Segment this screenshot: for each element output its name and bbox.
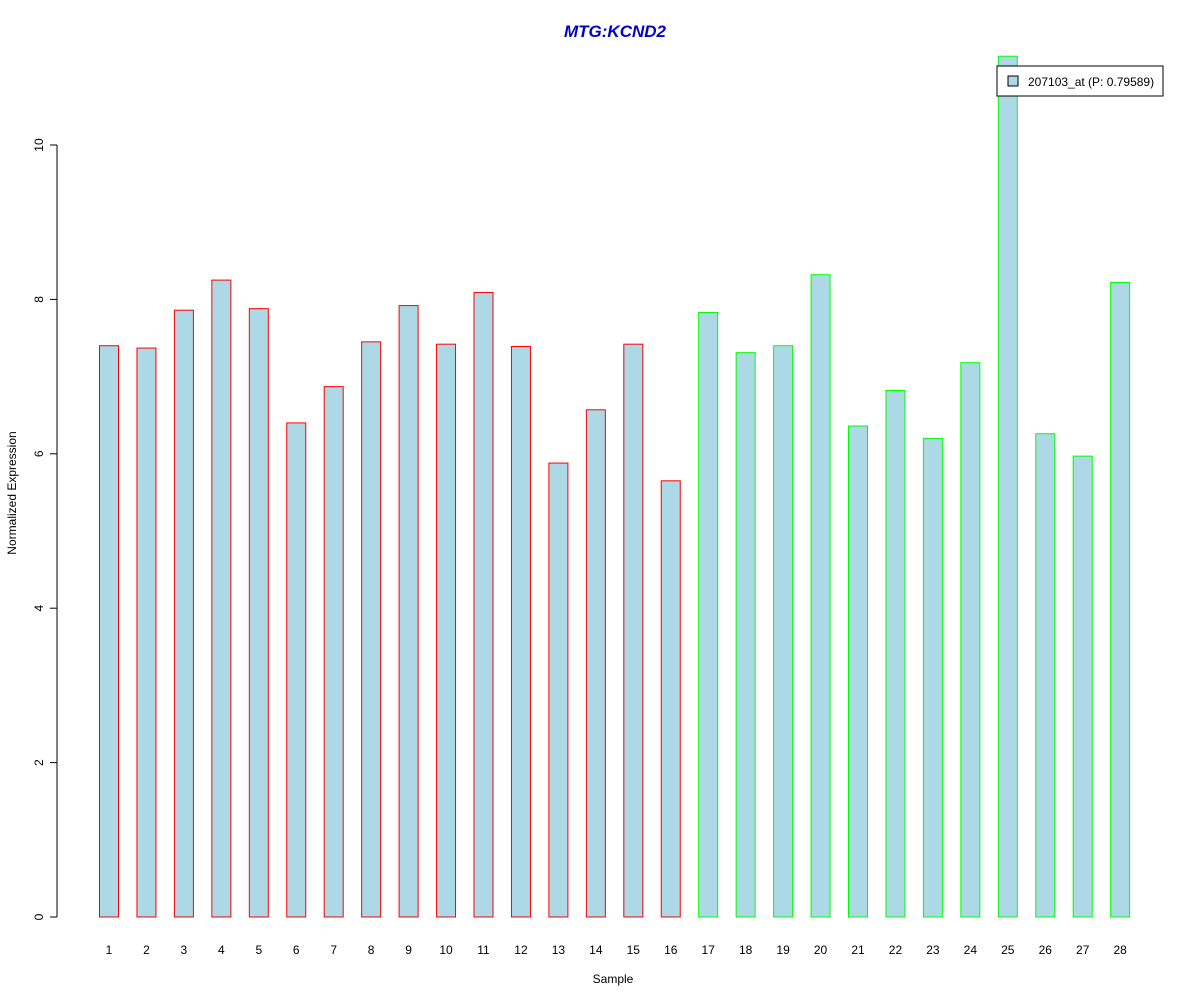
y-axis-label: Normalized Expression: [5, 431, 19, 554]
bar-sample-28: [1110, 281, 1131, 918]
bar-sample-19: [773, 345, 794, 918]
legend-swatch: [1007, 75, 1019, 87]
y-tick-label: 0: [32, 913, 46, 920]
x-tick-label: 10: [439, 943, 453, 957]
y-tick-label: 6: [32, 450, 46, 457]
x-tick-label: 22: [889, 943, 903, 957]
bar-sample-18: [735, 352, 756, 918]
bar-sample-12: [510, 345, 531, 918]
legend-label: 207103_at (P: 0.79589): [1028, 75, 1154, 89]
x-tick-label: 20: [814, 943, 828, 957]
bar-sample-7: [323, 386, 344, 918]
bar-sample-5: [248, 308, 269, 918]
x-tick-label: 6: [293, 943, 300, 957]
x-tick-label: 28: [1113, 943, 1127, 957]
x-tick-label: 27: [1076, 943, 1090, 957]
x-tick-label: 8: [368, 943, 375, 957]
bar-sample-23: [922, 437, 943, 918]
x-tick-label: 24: [964, 943, 978, 957]
bar-sample-13: [548, 462, 569, 918]
y-tick-label: 4: [32, 605, 46, 612]
bar-sample-20: [810, 274, 831, 918]
y-tick-label: 8: [32, 296, 46, 303]
bar-sample-21: [848, 425, 868, 918]
y-tick-label: 2: [32, 759, 46, 766]
bar-sample-2: [136, 347, 157, 918]
legend: 207103_at (P: 0.79589): [996, 65, 1164, 97]
bar-sample-26: [1035, 433, 1056, 918]
bar-sample-17: [698, 312, 719, 918]
x-tick-label: 2: [143, 943, 150, 957]
x-tick-label: 4: [218, 943, 225, 957]
x-tick-label: 23: [926, 943, 940, 957]
x-tick-label: 1: [106, 943, 113, 957]
x-tick-labels: 1 2 3 4 5 6 7 8 9 10 11 12 13 14 15 16 17 18 19 20 21 22 23 24 2…: [106, 943, 1127, 957]
bar-sample-9: [398, 305, 419, 918]
bar-sample-6: [286, 422, 307, 918]
x-tick-label: 26: [1039, 943, 1053, 957]
x-tick-label: 13: [552, 943, 566, 957]
x-tick-label: 17: [702, 943, 716, 957]
x-tick-label: 11: [477, 943, 490, 957]
x-tick-label: 15: [627, 943, 641, 957]
x-tick-label: 18: [739, 943, 753, 957]
bar-sample-24: [960, 362, 981, 918]
x-tick-label: 7: [330, 943, 337, 957]
x-tick-label: 25: [1001, 943, 1015, 957]
bar-sample-3: [173, 309, 194, 918]
x-tick-label: 5: [255, 943, 262, 957]
bar-sample-8: [361, 341, 382, 918]
bar-sample-27: [1072, 455, 1093, 918]
x-tick-label: 21: [851, 943, 865, 957]
bars-group: [99, 55, 1131, 918]
bar-sample-16: [660, 480, 681, 918]
x-axis-label: Sample: [593, 972, 634, 986]
y-axis: 0 2 4 6 8 10: [32, 138, 58, 920]
x-tick-label: 9: [405, 943, 412, 957]
x-tick-label: 3: [181, 943, 188, 957]
bar-sample-4: [211, 279, 232, 918]
legend-box: [996, 65, 1164, 97]
y-tick-label: 10: [32, 138, 46, 152]
x-tick-label: 14: [589, 943, 603, 957]
bar-sample-14: [585, 409, 606, 918]
chart-title: MTG:KCND2: [564, 22, 667, 41]
bar-sample-25: [997, 55, 1018, 918]
bar-sample-15: [623, 343, 644, 918]
bar-sample-10: [436, 343, 457, 918]
bar-sample-11: [473, 291, 494, 918]
bar-sample-22: [885, 390, 906, 918]
bar-sample-1: [99, 345, 119, 918]
x-tick-label: 19: [776, 943, 790, 957]
x-tick-label: 12: [514, 943, 528, 957]
x-tick-label: 16: [664, 943, 678, 957]
